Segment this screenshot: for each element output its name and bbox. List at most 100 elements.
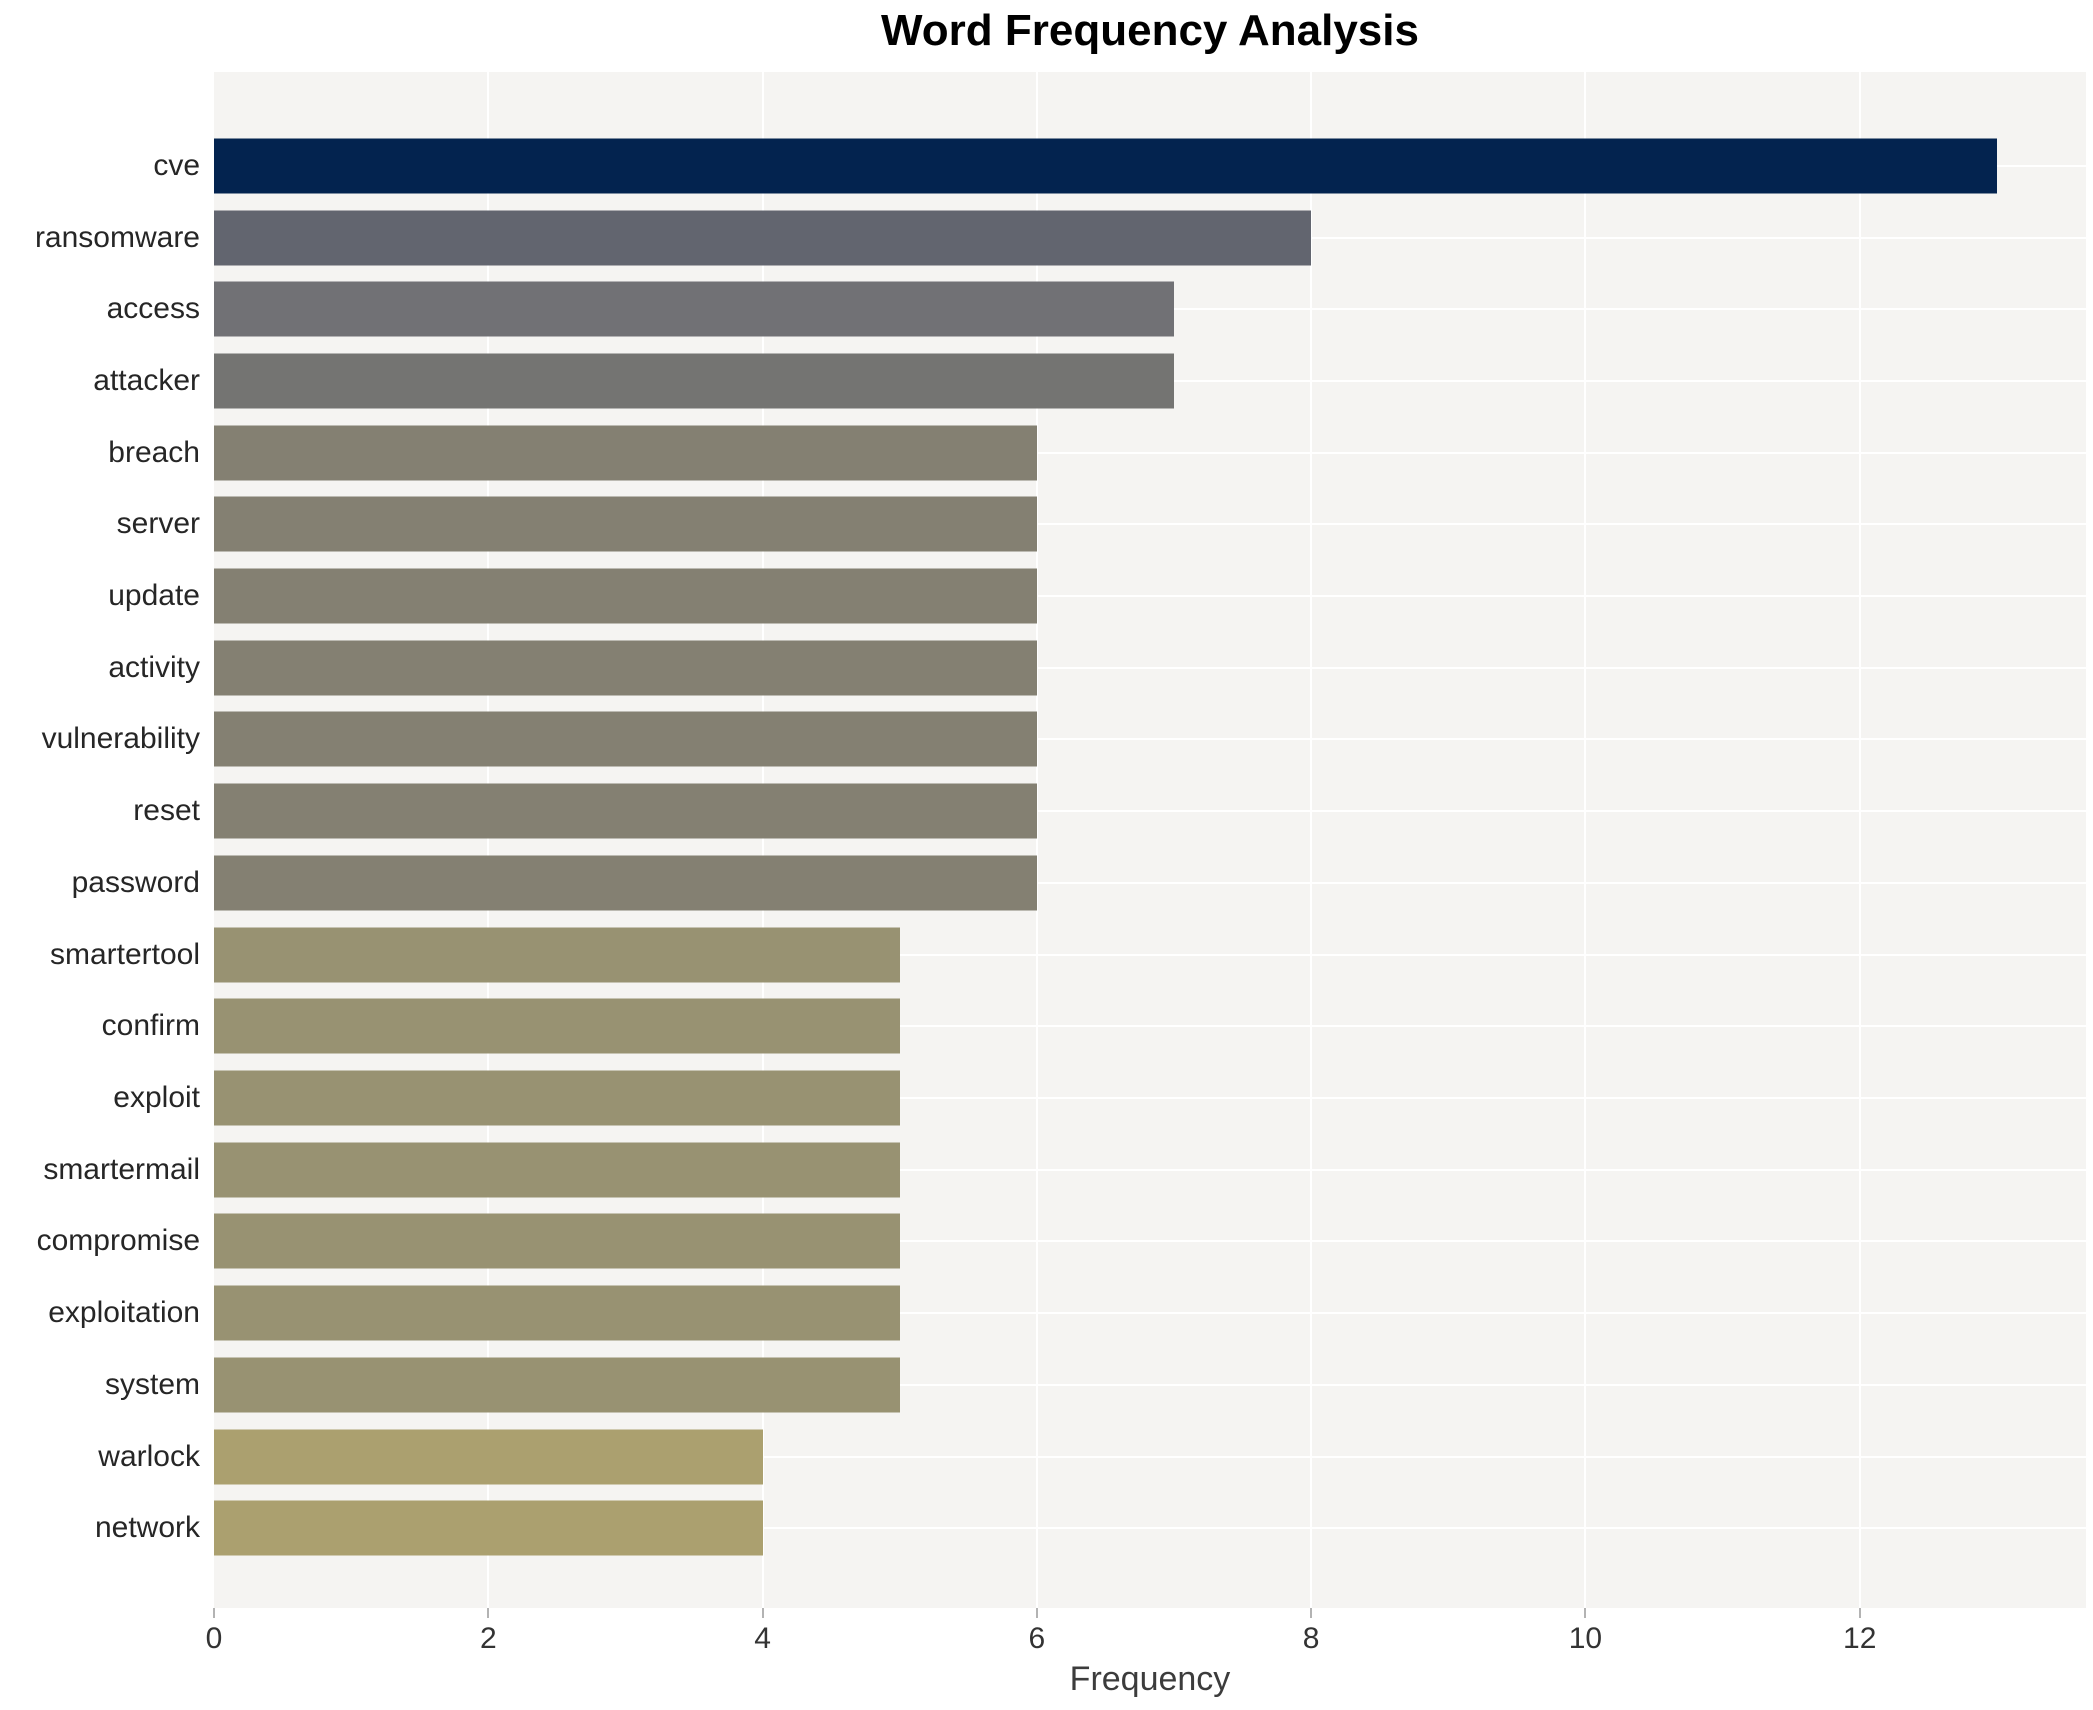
frequency-bar	[214, 783, 1037, 839]
horizontal-gridline	[214, 1455, 2086, 1458]
frequency-bar	[214, 1429, 763, 1484]
x-tick-mark	[487, 1608, 490, 1618]
horizontal-gridline	[214, 881, 2086, 884]
category-label: breach	[108, 435, 200, 469]
category-label: confirm	[101, 1009, 200, 1043]
x-tick-label: 4	[754, 1622, 771, 1655]
x-tick-label: 0	[205, 1622, 223, 1655]
x-tick-label: 2	[479, 1622, 497, 1655]
bar-row: reset	[133, 775, 2086, 847]
x-tick-label: 12	[1843, 1622, 1877, 1655]
bar-row: server	[117, 489, 2086, 561]
frequency-bar	[214, 281, 1174, 337]
frequency-bar	[214, 927, 900, 983]
x-tick-label: 8	[1302, 1622, 1320, 1655]
category-label: vulnerability	[41, 722, 200, 756]
bar-row: smartertool	[50, 919, 2086, 991]
bar-row: activity	[108, 632, 2086, 704]
horizontal-gridline	[214, 810, 2086, 813]
x-axis-label: Frequency	[1069, 1660, 1231, 1698]
bar-row: ransomware	[35, 202, 2086, 274]
bar-row: exploit	[113, 1062, 2086, 1134]
horizontal-gridline	[214, 1096, 2086, 1099]
category-label: reset	[133, 794, 200, 828]
category-label: activity	[108, 650, 200, 684]
category-label: smartertool	[49, 937, 200, 971]
category-label: ransomware	[34, 220, 200, 254]
bar-row: cve	[153, 130, 2086, 202]
horizontal-gridline	[214, 1383, 2086, 1386]
frequency-bar	[214, 1357, 900, 1413]
x-tick-label: 10	[1568, 1622, 1603, 1655]
category-label: compromise	[36, 1224, 200, 1258]
vertical-gridline	[1858, 72, 1861, 1608]
frequency-bar	[214, 496, 1037, 552]
category-label: attacker	[93, 363, 200, 397]
x-tick-mark	[1584, 1608, 1587, 1618]
x-tick-mark	[213, 1608, 215, 1618]
category-label: cve	[153, 148, 200, 182]
bar-row: exploitation	[48, 1277, 2086, 1349]
horizontal-gridline	[214, 1312, 2086, 1315]
bar-row: warlock	[98, 1421, 2086, 1493]
vertical-gridline	[761, 72, 764, 1608]
frequency-bar	[214, 1142, 900, 1198]
category-label: password	[71, 865, 200, 899]
bar-row: update	[108, 560, 2086, 632]
vertical-gridline	[1310, 72, 1313, 1608]
horizontal-gridline	[214, 595, 2086, 598]
bar-row: network	[95, 1492, 2086, 1564]
frequency-bar	[214, 1285, 900, 1341]
frequency-bar	[214, 353, 1174, 409]
bar-row: smartermail	[43, 1134, 2086, 1206]
horizontal-gridline	[214, 738, 2086, 741]
horizontal-gridline	[214, 451, 2086, 454]
horizontal-gridline	[214, 1025, 2086, 1028]
bar-rows: cve ransomware access attacker breach se…	[35, 130, 2086, 1564]
frequency-bar	[214, 1500, 763, 1556]
bar-row: password	[72, 847, 2086, 919]
horizontal-gridline	[214, 1527, 2086, 1530]
bar-row: access	[107, 273, 2086, 345]
category-label: warlock	[98, 1439, 200, 1473]
category-label: network	[94, 1511, 200, 1545]
frequency-bar	[214, 138, 1997, 194]
horizontal-gridline	[214, 523, 2086, 526]
frequency-bar	[214, 425, 1037, 481]
frequency-bar	[214, 1213, 900, 1269]
x-tick-mark	[1858, 1608, 1861, 1618]
frequency-bar	[214, 640, 1037, 696]
frequency-bar	[214, 210, 1312, 266]
vertical-gridline	[1035, 72, 1038, 1608]
x-tick-mark	[761, 1608, 764, 1618]
category-label: system	[104, 1367, 200, 1401]
frequency-bar	[214, 711, 1037, 767]
horizontal-gridline	[214, 953, 2086, 956]
frequency-bar	[214, 855, 1037, 911]
x-tick-label: 6	[1028, 1622, 1046, 1655]
bar-row: system	[105, 1349, 2086, 1421]
bar-row: confirm	[102, 990, 2086, 1062]
x-tick-mark	[1310, 1608, 1313, 1618]
x-tick-mark	[1035, 1608, 1038, 1618]
bar-row: compromise	[37, 1206, 2086, 1278]
horizontal-gridline	[214, 666, 2086, 669]
frequency-bar	[214, 1070, 900, 1126]
vertical-gridline	[1584, 72, 1587, 1608]
category-label: exploitation	[48, 1296, 200, 1330]
category-label: smartermail	[43, 1152, 200, 1186]
x-axis: 0 2 4 6 8 10 12	[206, 1608, 2086, 1664]
bar-row: breach	[108, 417, 2086, 489]
category-label: server	[116, 507, 200, 541]
category-label: exploit	[113, 1080, 200, 1114]
category-label: update	[108, 579, 200, 613]
frequency-bar	[214, 568, 1037, 624]
bar-row: vulnerability	[42, 704, 2086, 776]
category-label: access	[106, 292, 200, 326]
plot-area: cve ransomware access attacker breach se…	[35, 72, 2086, 1608]
chart-title: Word Frequency Analysis	[881, 6, 1419, 55]
horizontal-gridline	[214, 1168, 2086, 1171]
vertical-gridline	[487, 72, 490, 1608]
horizontal-gridline	[214, 1240, 2086, 1243]
